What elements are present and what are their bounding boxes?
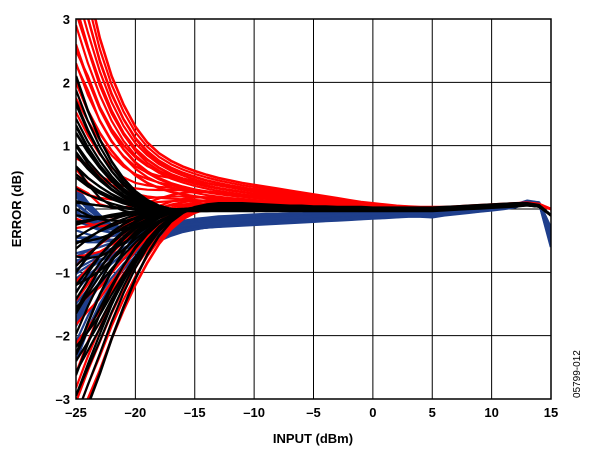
x-tick-label: 15: [544, 405, 558, 420]
x-tick-label: –15: [184, 405, 206, 420]
x-tick-label: –5: [306, 405, 320, 420]
y-tick-labels: –3 –2 –1 0 1 2 3: [56, 12, 70, 407]
y-axis-title: ERROR (dB): [9, 171, 24, 248]
y-tick-label: 3: [63, 12, 70, 27]
x-tick-label: 10: [484, 405, 498, 420]
x-tick-label: –20: [125, 405, 147, 420]
series-band-000000: [76, 75, 551, 399]
y-tick-label: –1: [56, 265, 70, 280]
plot-frame: [75, 18, 552, 400]
y-tick-label: 2: [63, 75, 70, 90]
y-tick-label: 0: [63, 202, 70, 217]
y-tick-label: –3: [56, 392, 70, 407]
x-tick-labels: –25 –20 –15 –10 –5 0 5 10 15: [65, 405, 558, 420]
x-tick-label: 5: [429, 405, 436, 420]
y-tick-label: 1: [63, 139, 70, 154]
x-axis-title: INPUT (dBm): [273, 431, 353, 446]
figure-number: 05799-012: [572, 350, 583, 398]
x-tick-label: 0: [369, 405, 376, 420]
series-line-5: [88, 202, 551, 399]
x-tick-label: –10: [243, 405, 265, 420]
series-group: [76, 19, 551, 399]
x-tick-label: –25: [65, 405, 87, 420]
y-tick-label: –2: [56, 329, 70, 344]
